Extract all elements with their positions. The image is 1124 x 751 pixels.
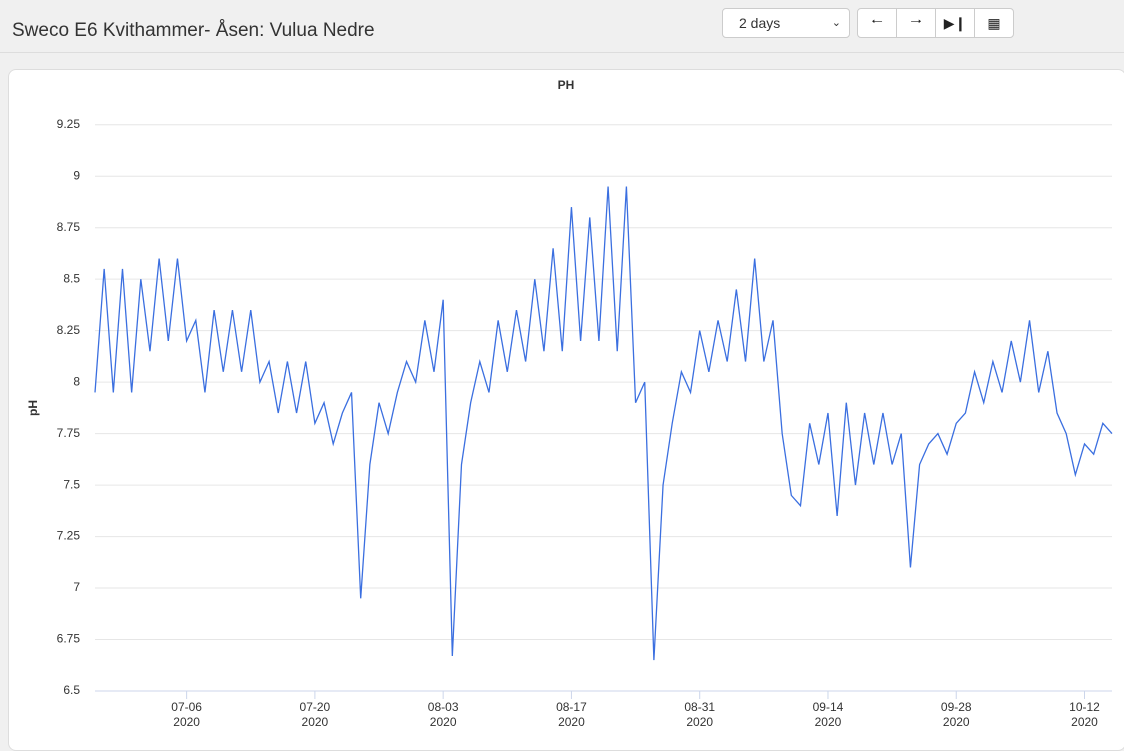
chart-card xyxy=(8,69,1124,751)
y-tick-label: 8.75 xyxy=(57,220,81,234)
y-tick-label: 8 xyxy=(73,374,80,388)
x-tick-year: 2020 xyxy=(815,715,842,729)
x-tick-label: 08-17 xyxy=(556,700,587,714)
y-tick-label: 7 xyxy=(73,580,80,594)
chart-title: PH xyxy=(558,78,575,92)
x-tick-year: 2020 xyxy=(302,715,329,729)
range-value: 2 days xyxy=(739,15,781,31)
x-tick-label: 07-20 xyxy=(300,700,331,714)
y-tick-label: 7.5 xyxy=(63,477,80,491)
x-tick-label: 08-03 xyxy=(428,700,459,714)
last-button[interactable]: ▶❙ xyxy=(935,8,975,38)
y-tick-label: 8.25 xyxy=(57,323,81,337)
range-select[interactable]: 2 days ⌄ xyxy=(722,8,850,38)
header: Sweco E6 Kvithammer- Åsen: Vulua Nedre 2… xyxy=(0,0,1124,53)
y-tick-label: 9.25 xyxy=(57,117,81,131)
caret: ⌄ xyxy=(831,17,841,29)
x-tick-year: 2020 xyxy=(686,715,713,729)
y-tick-label: 9 xyxy=(73,168,80,182)
y-tick-label: 7.25 xyxy=(57,529,81,543)
x-tick-year: 2020 xyxy=(1071,715,1098,729)
x-tick-year: 2020 xyxy=(173,715,200,729)
nav-buttons: 🠀 🠂 ▶❙ ▦ xyxy=(857,8,1014,38)
prev-button[interactable]: 🠀 xyxy=(857,8,897,38)
y-tick-label: 7.75 xyxy=(57,426,81,440)
x-tick-label: 07-06 xyxy=(171,700,202,714)
x-tick-label: 08-31 xyxy=(684,700,715,714)
y-tick-label: 6.5 xyxy=(63,683,80,697)
calendar-button[interactable]: ▦ xyxy=(974,8,1014,38)
page-title: Sweco E6 Kvithammer- Åsen: Vulua Nedre xyxy=(12,20,375,41)
x-tick-year: 2020 xyxy=(558,715,585,729)
x-tick-label: 10-12 xyxy=(1069,700,1100,714)
x-tick-year: 2020 xyxy=(430,715,457,729)
x-tick-label: 09-28 xyxy=(941,700,972,714)
y-tick-label: 8.5 xyxy=(63,271,80,285)
y-axis-label: pH xyxy=(26,400,40,416)
x-tick-label: 09-14 xyxy=(813,700,844,714)
next-button[interactable]: 🠂 xyxy=(896,8,936,38)
y-tick-label: 6.75 xyxy=(57,632,81,646)
data-line xyxy=(94,186,1113,661)
x-tick-year: 2020 xyxy=(943,715,970,729)
